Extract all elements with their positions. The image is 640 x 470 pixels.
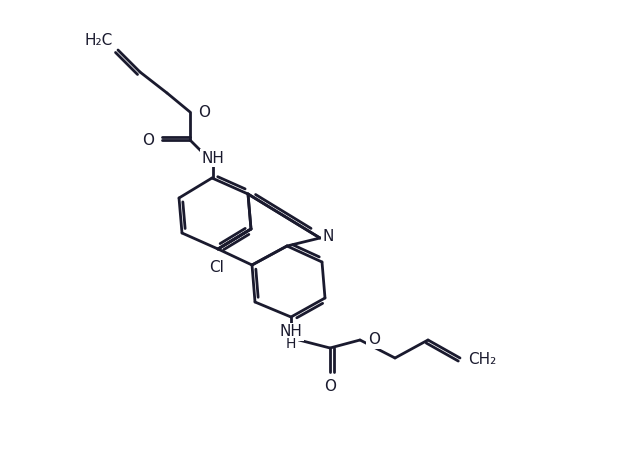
- Text: H₂C: H₂C: [84, 33, 113, 48]
- Text: O: O: [198, 104, 210, 119]
- Text: N: N: [323, 228, 333, 243]
- Text: NH: NH: [202, 150, 225, 165]
- Text: O: O: [368, 332, 380, 347]
- Text: NH: NH: [280, 324, 303, 339]
- Text: CH₂: CH₂: [468, 352, 496, 368]
- Text: O: O: [324, 379, 336, 394]
- Text: O: O: [142, 133, 154, 148]
- Text: H: H: [286, 337, 296, 351]
- Text: Cl: Cl: [209, 259, 224, 274]
